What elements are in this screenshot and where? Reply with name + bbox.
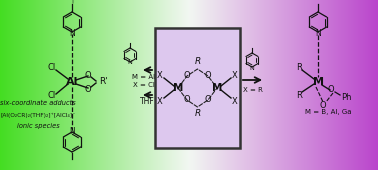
Text: THF: THF <box>139 97 154 106</box>
Text: Cl: Cl <box>48 91 56 100</box>
Text: M: M <box>313 77 324 87</box>
Text: six-coordinate adducts: six-coordinate adducts <box>0 100 76 106</box>
Text: N: N <box>128 61 132 65</box>
Text: R: R <box>296 64 302 72</box>
Text: O: O <box>320 101 326 110</box>
Text: N: N <box>69 126 75 135</box>
Text: |: | <box>71 0 73 3</box>
Text: M = Al: M = Al <box>132 74 156 80</box>
Text: Ph: Ph <box>341 92 351 101</box>
Text: [Al(O₂CR)₂(THF)₂]⁺[AlCl₄]⁻: [Al(O₂CR)₂(THF)₂]⁺[AlCl₄]⁻ <box>0 112 76 118</box>
Text: N: N <box>69 29 75 38</box>
Text: N: N <box>249 65 254 71</box>
Text: M: M <box>173 83 183 93</box>
Text: O: O <box>184 96 190 105</box>
Text: R: R <box>194 57 201 66</box>
Text: Al: Al <box>66 77 78 87</box>
Text: ionic species: ionic species <box>17 123 59 129</box>
Text: O: O <box>85 71 91 80</box>
Text: X = Cl: X = Cl <box>133 82 155 88</box>
Text: X: X <box>232 71 238 80</box>
Text: R': R' <box>99 78 107 87</box>
Text: R: R <box>296 90 302 99</box>
Text: Cl: Cl <box>48 64 56 72</box>
Text: X = R: X = R <box>243 87 263 93</box>
Text: O: O <box>85 84 91 94</box>
Text: O: O <box>328 86 334 95</box>
Text: O: O <box>205 96 211 105</box>
Bar <box>155 28 240 148</box>
Text: X: X <box>157 71 163 80</box>
Text: R: R <box>194 109 201 118</box>
Text: O: O <box>184 72 190 81</box>
Text: O: O <box>205 72 211 81</box>
Text: M: M <box>212 83 222 93</box>
Text: M = B, Al, Ga: M = B, Al, Ga <box>305 109 352 115</box>
Text: X: X <box>232 97 238 106</box>
Text: X: X <box>157 97 163 106</box>
Text: N: N <box>315 29 321 38</box>
